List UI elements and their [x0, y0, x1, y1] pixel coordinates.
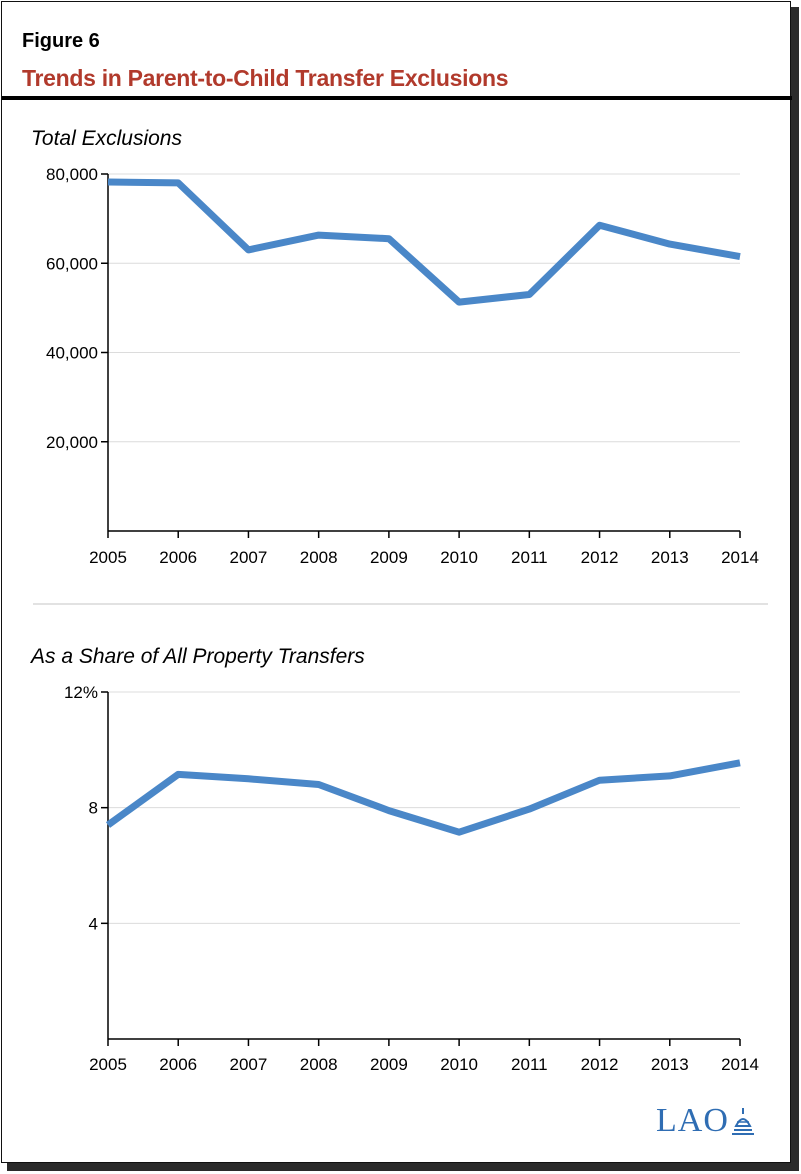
- chart-share-of-transfers: As a Share of All Property Transfers 4 8 1…: [29, 645, 759, 1074]
- figure-label: Figure 6: [22, 30, 100, 52]
- c1-xtick-label: 2006: [159, 548, 197, 567]
- title-rule: [2, 96, 792, 100]
- c2-xtick-label: 2005: [89, 1055, 127, 1074]
- figure-title: Trends in Parent-to-Child Transfer Exclu…: [22, 65, 509, 91]
- c1-xtick-label: 2007: [230, 548, 268, 567]
- c2-xtick-label: 2014: [721, 1055, 759, 1074]
- c1-xtick-label: 2010: [440, 548, 478, 567]
- c1-ytick-label: 80,000: [46, 165, 98, 184]
- c1-xtick-label: 2011: [511, 548, 548, 567]
- capitol-dome-icon: [732, 1108, 754, 1135]
- chart1-series-line: [107, 178, 741, 306]
- chart2-title: As a Share of All Property Transfers: [29, 645, 365, 668]
- lao-logo: LAO: [656, 1102, 729, 1139]
- c1-xtick-label: 2008: [300, 548, 338, 567]
- c1-ytick-label: 40,000: [46, 344, 98, 363]
- c2-xtick-label: 2012: [581, 1055, 619, 1074]
- c2-xtick-label: 2006: [159, 1055, 197, 1074]
- c2-xtick-label: 2011: [511, 1055, 548, 1074]
- c2-xtick-label: 2007: [230, 1055, 268, 1074]
- c2-xtick-label: 2010: [440, 1055, 478, 1074]
- chart2-series-line: [105, 759, 741, 836]
- c1-xtick-label: 2013: [651, 548, 689, 567]
- chart1-title: Total Exclusions: [31, 127, 182, 150]
- c2-xtick-label: 2013: [651, 1055, 689, 1074]
- c1-ytick-label: 60,000: [46, 254, 98, 273]
- c1-xtick-label: 2009: [370, 548, 408, 567]
- c2-ytick-label: 12%: [64, 683, 98, 702]
- c2-ytick-label: 4: [89, 914, 98, 933]
- c2-xtick-label: 2009: [370, 1055, 408, 1074]
- c2-ytick-label: 8: [89, 799, 98, 818]
- figure-frame: Figure 6 Trends in Parent-to-Child Trans…: [1, 1, 792, 1163]
- c1-xtick-label: 2014: [721, 548, 759, 567]
- c2-xtick-label: 2008: [300, 1055, 338, 1074]
- c1-xtick-label: 2005: [89, 548, 127, 567]
- c1-ytick-label: 20,000: [46, 433, 98, 452]
- c1-xtick-label: 2012: [581, 548, 619, 567]
- chart-total-exclusions: Total Exclusions 20,000 40,000 60,000 80,00…: [31, 127, 759, 567]
